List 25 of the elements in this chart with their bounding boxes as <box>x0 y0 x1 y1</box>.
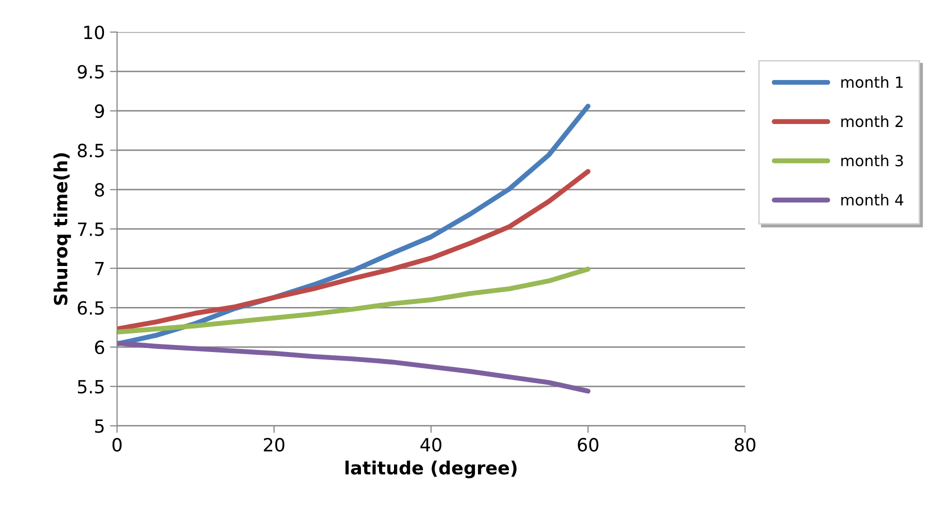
y-tick-label: 9 <box>94 104 104 118</box>
x-tick-label: 0 <box>112 438 122 452</box>
line-series <box>117 340 590 394</box>
y-tick-label: 8.5 <box>78 144 104 158</box>
y-axis-title: Shuroq time(h) <box>54 153 71 305</box>
y-tick-label: 9.5 <box>78 64 104 79</box>
x-tick-label: 40 <box>420 438 442 452</box>
line-series <box>117 266 590 335</box>
legend-label: month 2 <box>841 115 903 128</box>
x-tick-label: 20 <box>264 438 284 452</box>
y-tick-label: 10 <box>84 26 104 40</box>
x-tick-label: 80 <box>734 438 756 452</box>
legend-label: month 1 <box>841 76 903 88</box>
x-tick-label: 60 <box>578 438 598 452</box>
x-axis-title: latitude (degree) <box>346 460 517 478</box>
y-tick-label: 6 <box>95 340 104 354</box>
y-tick-label: 8 <box>94 183 104 197</box>
legend-label: month 3 <box>841 154 903 166</box>
y-tick-label: 6.5 <box>78 301 104 315</box>
y-tick-label: 7.5 <box>78 222 104 236</box>
y-tick-label: 7 <box>95 262 104 276</box>
legend-label: month 4 <box>841 194 904 206</box>
y-tick-label: 5 <box>95 419 104 433</box>
line-series <box>117 169 590 332</box>
y-tick-label: 5.5 <box>78 380 104 394</box>
